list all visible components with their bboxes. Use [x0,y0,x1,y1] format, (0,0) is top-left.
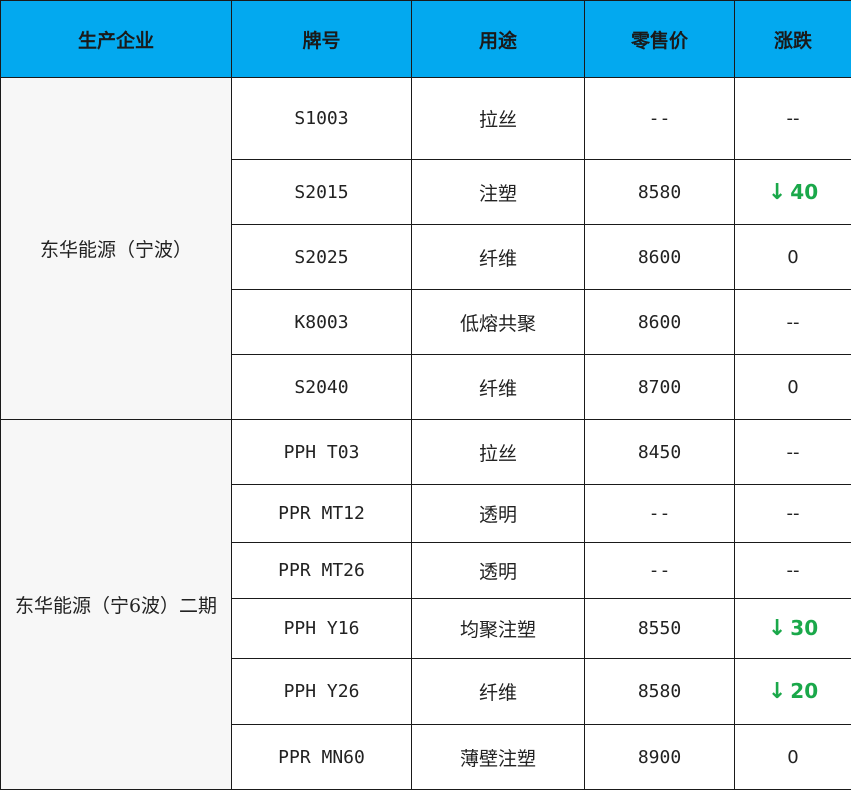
price-cell: -- [585,78,735,160]
price-cell: 8600 [585,290,735,355]
use-cell: 透明 [412,485,585,543]
header-retail-price: 零售价 [585,1,735,78]
change-cell: ↓20 [735,659,851,725]
table-row: 东华能源（宁波） S1003 拉丝 -- -- [1,78,851,160]
code-cell: S2025 [232,225,412,290]
header-company: 生产企业 [1,1,232,78]
table-row: 东华能源（宁6波）二期 PPH T03 拉丝 8450 -- [1,420,851,485]
change-cell: -- [735,543,851,599]
code-cell: K8003 [232,290,412,355]
change-cell: 0 [735,725,851,790]
price-cell: -- [585,485,735,543]
use-cell: 透明 [412,543,585,599]
price-cell: 8450 [585,420,735,485]
company-cell: 东华能源（宁波） [1,78,232,420]
change-cell: -- [735,290,851,355]
code-cell: PPH Y16 [232,599,412,659]
use-cell: 注塑 [412,160,585,225]
change-cell: ↓40 [735,160,851,225]
use-cell: 拉丝 [412,78,585,160]
down-arrow-icon: ↓ [768,616,786,641]
header-row: 生产企业 牌号 用途 零售价 涨跌 [1,1,851,78]
use-cell: 纤维 [412,225,585,290]
change-cell: -- [735,485,851,543]
code-cell: PPH Y26 [232,659,412,725]
price-cell: 8700 [585,355,735,420]
code-cell: S2015 [232,160,412,225]
code-cell: PPR MT26 [232,543,412,599]
use-cell: 薄壁注塑 [412,725,585,790]
code-cell: PPR MN60 [232,725,412,790]
use-cell: 拉丝 [412,420,585,485]
price-cell: 8600 [585,225,735,290]
change-cell: 0 [735,225,851,290]
header-change: 涨跌 [735,1,851,78]
price-cell: 8900 [585,725,735,790]
use-cell: 纤维 [412,659,585,725]
change-value: 20 [790,679,818,703]
down-arrow-icon: ↓ [768,180,786,205]
change-cell: -- [735,78,851,160]
code-cell: PPR MT12 [232,485,412,543]
use-cell: 均聚注塑 [412,599,585,659]
code-cell: S2040 [232,355,412,420]
header-code: 牌号 [232,1,412,78]
change-value: 30 [790,616,818,640]
price-cell: 8550 [585,599,735,659]
change-cell: -- [735,420,851,485]
company-cell: 东华能源（宁6波）二期 [1,420,232,790]
price-cell: -- [585,543,735,599]
header-use: 用途 [412,1,585,78]
code-cell: PPH T03 [232,420,412,485]
use-cell: 纤维 [412,355,585,420]
down-arrow-icon: ↓ [768,679,786,704]
price-cell: 8580 [585,659,735,725]
change-cell: ↓30 [735,599,851,659]
price-cell: 8580 [585,160,735,225]
use-cell: 低熔共聚 [412,290,585,355]
change-cell: 0 [735,355,851,420]
change-value: 40 [790,180,818,204]
code-cell: S1003 [232,78,412,160]
